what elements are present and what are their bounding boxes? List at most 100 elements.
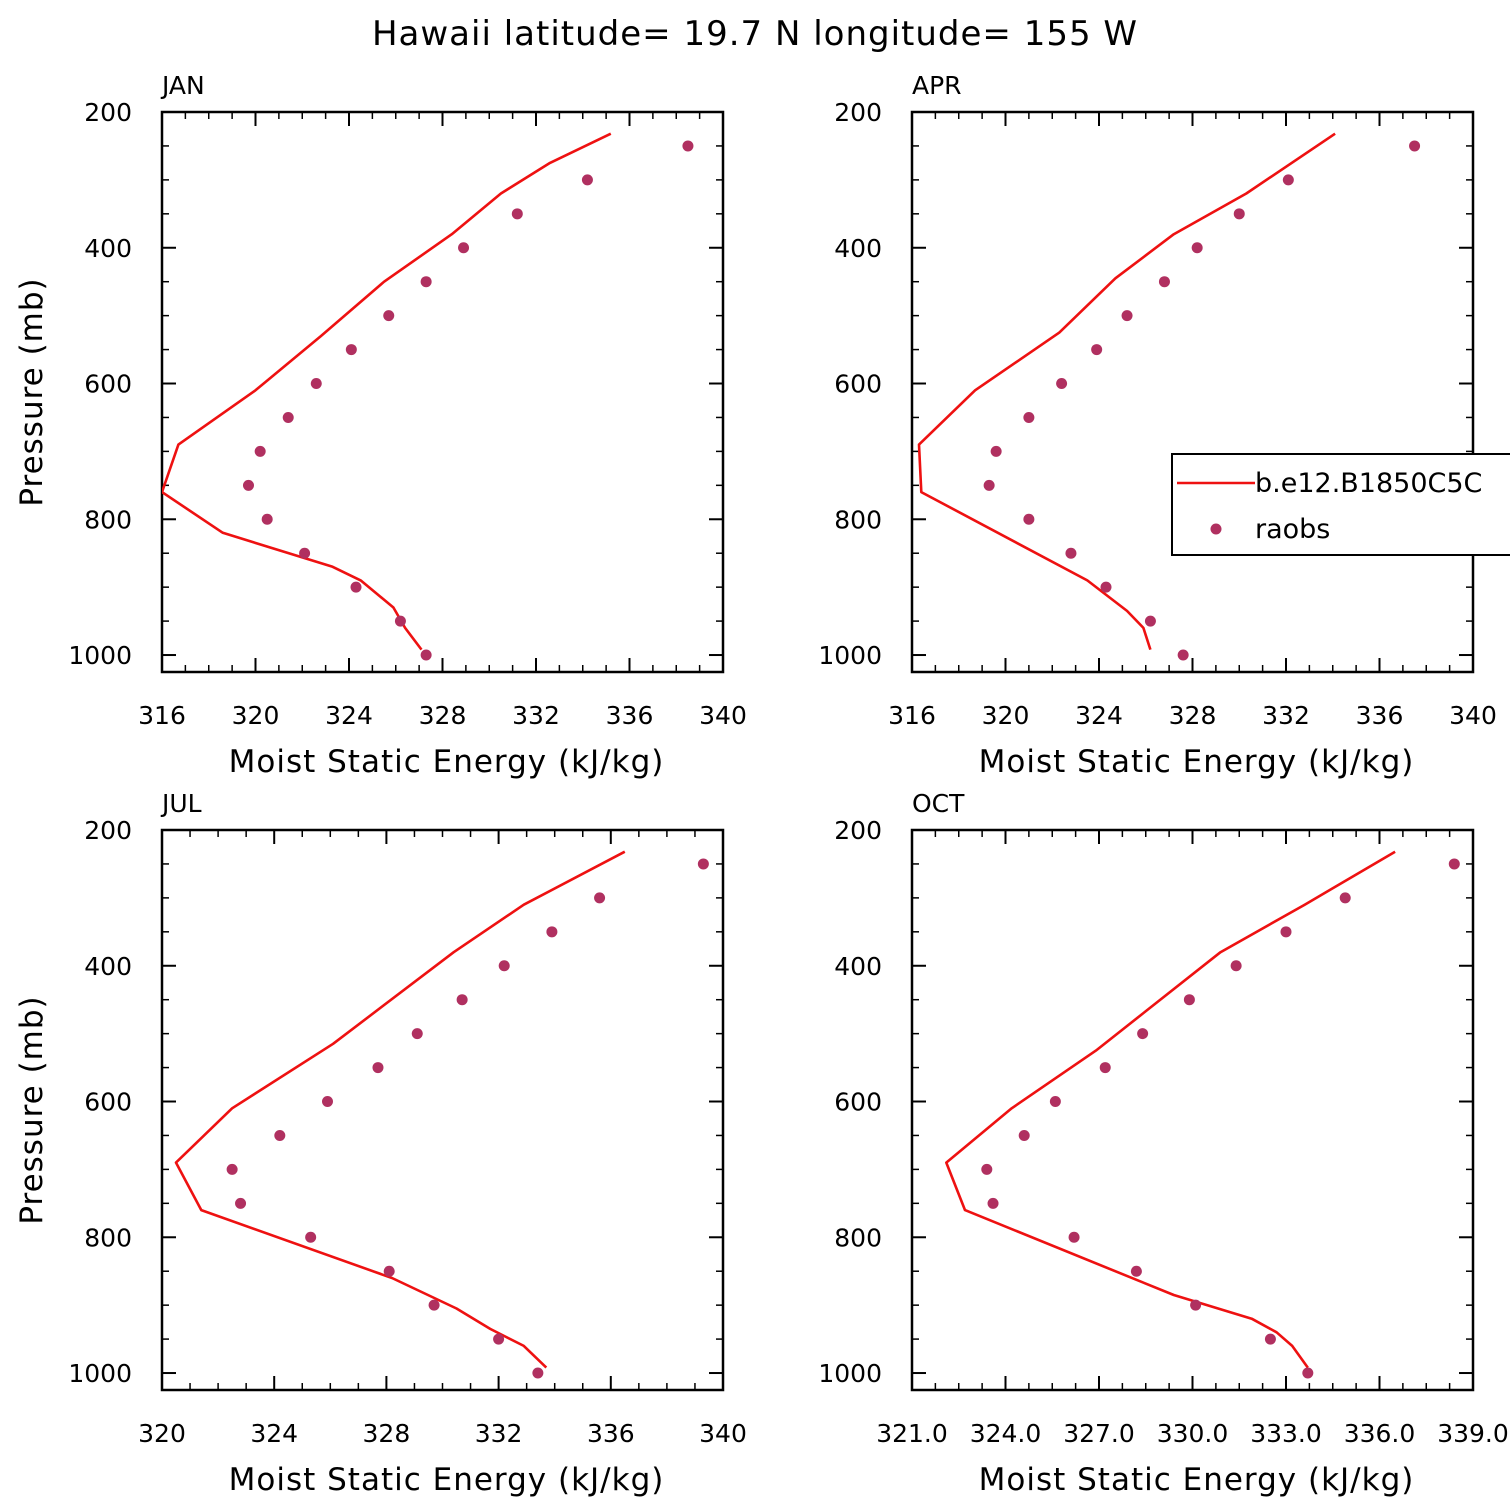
x-tick-label: 332 [512,701,560,730]
obs-point [546,926,558,938]
y-tick-label: 400 [84,952,132,981]
x-tick-label: 336 [1356,701,1404,730]
panel-apr: APR 316 320 324 328 332 336 340 200 400 600 800 1000… [818,71,1496,780]
y-axis-title: Pressure (mb) [14,995,50,1224]
obs-point [1144,615,1156,627]
obs-point [1280,926,1292,938]
obs-point [1264,1333,1276,1345]
obs-point [581,174,593,186]
plot-frame [160,110,725,674]
legend-label-model: b.e12.B1850C5C [1255,468,1482,499]
x-tick-label: 327.0 [1063,1419,1135,1448]
obs-point [511,208,523,220]
legend: b.e12.B1850C5C raobs [1171,453,1510,556]
obs-point [1448,858,1460,870]
obs-point [242,479,254,491]
obs-point [697,858,709,870]
y-tick-label: 1000 [68,641,132,670]
y-tick-label: 1000 [818,641,882,670]
obs-point [498,960,510,972]
panel-oct: OCT 321.0 324.0 327.0 330.0 333.0 336.0 339.0 20… [818,789,1508,1498]
x-tick-label: 340 [699,701,747,730]
x-tick-label: 328 [419,701,467,730]
obs-point [1018,1129,1030,1141]
x-axis-title: Moist Static Energy (kJ/kg) [979,1462,1415,1498]
x-tick-label: 332 [475,1419,523,1448]
y-tick-label: 200 [834,98,882,127]
obs-point [420,649,432,661]
obs-point [682,140,694,152]
obs-point [1068,1231,1080,1243]
obs-point [1230,960,1242,972]
obs-point [226,1163,238,1175]
x-tick-label: 328 [363,1419,411,1448]
x-tick-label: 324 [250,1419,298,1448]
obs-point [987,1197,999,1209]
obs-point [1065,547,1077,559]
obs-point [310,378,322,390]
obs-point [305,1231,317,1243]
panels: JAN 316 320 324 328 332 336 340 200 400 600 800 1000… [14,71,1510,1498]
x-tick-label: 320 [232,701,280,730]
obs-point [594,892,606,904]
panel-jan: JAN 316 320 324 328 332 336 340 200 400 600 800 1000… [14,71,747,780]
y-tick-label: 200 [84,98,132,127]
obs-point [383,310,395,322]
obs-point [1409,140,1421,152]
plot-frame [910,110,1475,674]
obs-point [1049,1096,1061,1108]
panel-title-apr: APR [912,71,962,100]
obs-point [990,445,1002,457]
legend-label-obs: raobs [1255,514,1330,545]
y-tick-label: 1000 [68,1359,132,1388]
obs-point [1130,1265,1142,1277]
obs-point [458,242,470,254]
obs-point [1339,892,1351,904]
y-tick-label: 200 [834,816,882,845]
y-tick-label: 800 [834,1223,882,1252]
x-tick-label: 320 [982,701,1030,730]
obs-point [1091,344,1103,356]
x-tick-label: 324 [325,701,373,730]
series-line-model [944,850,1396,1369]
obs-point [254,445,266,457]
x-tick-label: 324 [1075,701,1123,730]
obs-point [1121,310,1133,322]
legend-dot-swatch [1210,523,1222,535]
y-axis-title: Pressure (mb) [14,277,50,506]
x-tick-label: 316 [888,701,936,730]
panel-title-jan: JAN [160,71,205,100]
obs-point [1023,513,1035,525]
obs-point [1233,208,1245,220]
y-tick-label: 200 [84,816,132,845]
obs-point [261,513,273,525]
x-tick-label: 336 [587,1419,635,1448]
series-line-model [917,132,1336,650]
obs-point [383,1265,395,1277]
x-tick-label: 330.0 [1157,1419,1229,1448]
obs-point [1183,994,1195,1006]
obs-point [420,276,432,288]
panel-title-jul: JUL [160,789,202,818]
x-tick-label: 328 [1169,701,1217,730]
y-tick-label: 400 [834,952,882,981]
y-tick-label: 600 [834,1088,882,1117]
x-tick-label: 320 [138,1419,186,1448]
obs-point [1177,649,1189,661]
series-line-model [162,132,612,651]
y-tick-label: 800 [84,505,132,534]
obs-point [983,479,995,491]
x-axis-title: Moist Static Energy (kJ/kg) [979,744,1415,780]
obs-point [235,1197,247,1209]
obs-point [532,1367,544,1379]
y-tick-label: 800 [834,505,882,534]
obs-point [282,411,294,423]
legend-box [1171,453,1510,556]
y-tick-label: 600 [84,1088,132,1117]
obs-point [1191,242,1203,254]
plot-frame [160,828,725,1392]
obs-point [493,1333,505,1345]
obs-point [274,1129,286,1141]
x-tick-label: 340 [699,1419,747,1448]
x-tick-label: 332 [1262,701,1310,730]
